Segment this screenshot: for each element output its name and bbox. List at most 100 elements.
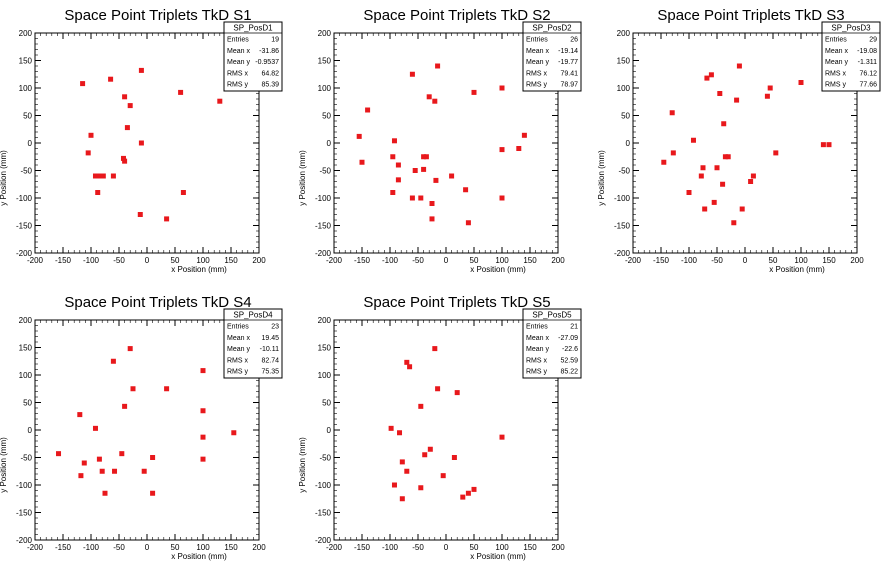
- y-tick-label: -100: [16, 481, 33, 490]
- stats-label: RMS x: [227, 70, 249, 77]
- y-tick-label: 150: [318, 57, 332, 66]
- data-point: [110, 358, 116, 364]
- x-tick-label: 100: [196, 256, 210, 265]
- stats-label: Entries: [227, 324, 249, 331]
- y-tick-label: 0: [626, 139, 631, 148]
- y-tick-label: 200: [617, 29, 631, 38]
- y-axis-label: y Position (mm): [0, 437, 8, 493]
- y-tick-label: -150: [315, 222, 332, 231]
- data-point: [178, 89, 184, 95]
- x-tick-label: -100: [382, 256, 399, 265]
- data-point: [102, 490, 108, 496]
- stats-label: Mean x: [526, 335, 549, 342]
- x-tick-label: 0: [444, 256, 449, 265]
- chart-panel-2: Space Point Triplets TkD S2 -200 -150 -100 -…: [298, 7, 582, 274]
- y-tick-label: -150: [16, 509, 33, 518]
- stats-value: 26: [570, 37, 578, 44]
- stats-box-name: SP_PosD5: [532, 311, 572, 320]
- y-tick-label: -200: [16, 536, 33, 545]
- stats-value: 19: [271, 37, 279, 44]
- x-tick-label: 0: [145, 543, 150, 552]
- x-tick-label: -200: [27, 256, 44, 265]
- stats-value: 79.41: [560, 70, 578, 77]
- data-point: [399, 459, 405, 465]
- x-axis-label: x Position (mm): [470, 552, 526, 561]
- stats-label: RMS y: [825, 82, 847, 89]
- data-point: [736, 63, 742, 69]
- stats-label: RMS y: [526, 82, 548, 89]
- x-tick-label: -200: [326, 256, 343, 265]
- data-point: [412, 168, 418, 173]
- x-tick-label: -50: [412, 543, 424, 552]
- x-tick-label: 50: [171, 256, 180, 265]
- data-point: [404, 468, 410, 474]
- y-tick-label: 150: [617, 57, 631, 66]
- data-point: [711, 199, 717, 205]
- data-point: [124, 125, 130, 131]
- y-tick-label: -100: [315, 481, 332, 490]
- x-tick-label: 0: [145, 256, 150, 265]
- data-point: [465, 220, 471, 226]
- data-point: [471, 486, 477, 492]
- stats-label: RMS x: [526, 357, 548, 364]
- x-tick-label: 100: [495, 543, 509, 552]
- stats-value: 23: [271, 324, 279, 331]
- data-point: [670, 150, 676, 156]
- data-point: [390, 154, 396, 160]
- stats-value: -1.311: [858, 59, 877, 66]
- x-tick-label: 50: [470, 256, 479, 265]
- data-point: [122, 158, 128, 164]
- x-tick-label: 0: [444, 543, 449, 552]
- y-tick-label: 150: [19, 344, 33, 353]
- data-point: [440, 473, 446, 479]
- data-point: [119, 451, 125, 457]
- x-tick-label: 100: [495, 256, 509, 265]
- x-axis-label: x Position (mm): [769, 265, 825, 274]
- y-tick-label: 200: [318, 316, 332, 325]
- data-point: [435, 63, 441, 69]
- data-point: [721, 121, 727, 127]
- y-tick-label: -50: [618, 167, 630, 176]
- y-tick-label: 50: [23, 399, 32, 408]
- chart-title: Space Point Triplets TkD S5: [363, 294, 550, 311]
- x-tick-label: 200: [252, 543, 266, 552]
- data-point: [359, 159, 365, 165]
- x-tick-label: -100: [681, 256, 698, 265]
- data-point: [690, 137, 696, 143]
- chart-title: Space Point Triplets TkD S2: [363, 7, 550, 24]
- data-point: [465, 490, 471, 496]
- stats-value: 21: [570, 324, 578, 331]
- chart-title: Space Point Triplets TkD S3: [657, 7, 844, 24]
- data-point: [391, 138, 397, 144]
- data-point: [164, 216, 170, 222]
- data-point: [418, 403, 424, 409]
- data-point: [409, 195, 415, 201]
- y-tick-label: 50: [322, 399, 331, 408]
- x-tick-label: 150: [224, 543, 238, 552]
- stats-label: Mean y: [227, 346, 250, 353]
- data-point: [391, 482, 397, 488]
- stats-box-name: SP_PosD3: [831, 24, 871, 33]
- y-tick-label: 0: [327, 139, 332, 148]
- stats-label: Mean y: [227, 59, 250, 66]
- x-axis-label: x Position (mm): [171, 552, 227, 561]
- data-point: [704, 75, 710, 81]
- y-tick-label: 50: [23, 112, 32, 121]
- y-tick-label: 200: [19, 29, 33, 38]
- y-tick-label: -150: [315, 509, 332, 518]
- stats-box: [522, 21, 582, 92]
- data-point: [92, 425, 98, 431]
- y-tick-label: -150: [16, 222, 33, 231]
- x-axis-label: x Position (mm): [470, 265, 526, 274]
- x-tick-label: -150: [653, 256, 670, 265]
- x-tick-label: -100: [83, 256, 100, 265]
- data-point: [88, 132, 94, 138]
- y-tick-label: -200: [315, 536, 332, 545]
- y-tick-label: 150: [19, 57, 33, 66]
- data-point: [449, 173, 455, 179]
- x-tick-label: -200: [625, 256, 642, 265]
- x-tick-label: 150: [523, 543, 537, 552]
- data-point: [120, 155, 126, 161]
- x-tick-label: 150: [822, 256, 836, 265]
- data-point: [421, 166, 427, 172]
